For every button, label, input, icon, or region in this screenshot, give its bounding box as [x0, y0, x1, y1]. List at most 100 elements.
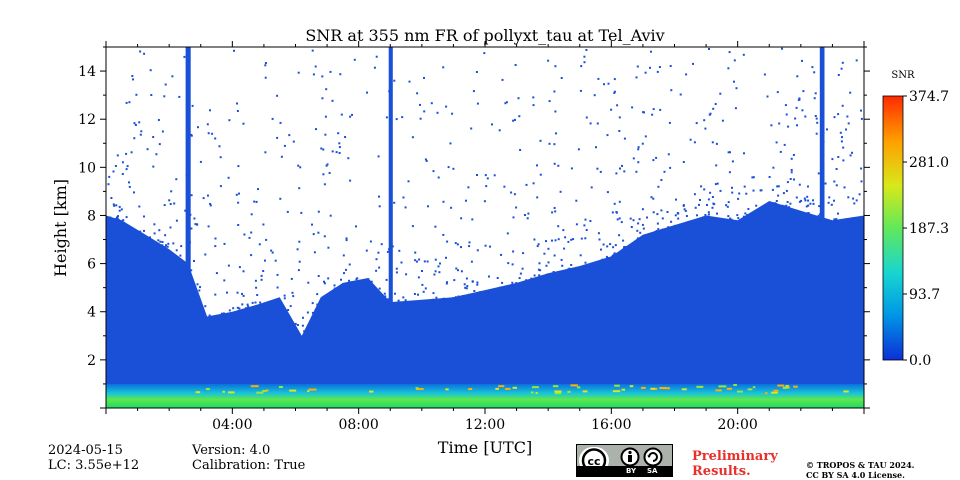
- noise-speck: [567, 240, 570, 243]
- hotspot: [445, 388, 449, 391]
- noise-speck: [618, 200, 621, 203]
- noise-speck: [795, 106, 798, 109]
- noise-speck: [140, 130, 143, 133]
- noise-speck: [830, 203, 833, 206]
- noise-speck: [423, 260, 426, 263]
- noise-speck: [132, 78, 134, 81]
- noise-speck: [602, 243, 605, 246]
- noise-speck: [117, 218, 120, 221]
- noise-speck: [472, 90, 475, 93]
- noise-speck: [585, 49, 588, 51]
- noise-speck: [348, 263, 351, 266]
- noise-speck: [613, 91, 616, 94]
- noise-speck: [483, 200, 486, 203]
- noise-speck: [353, 58, 356, 61]
- noise-speck: [623, 170, 626, 173]
- noise-speck: [476, 281, 479, 284]
- noise-speck: [849, 91, 852, 94]
- noise-speck: [503, 185, 506, 188]
- noise-speck: [652, 211, 655, 214]
- noise-speck: [801, 59, 803, 62]
- noise-speck: [521, 267, 524, 270]
- noise-speck: [193, 217, 196, 220]
- noise-speck: [184, 209, 187, 212]
- noise-speck: [812, 202, 815, 205]
- hotspot: [505, 387, 511, 390]
- noise-speck: [454, 242, 457, 245]
- noise-speck: [260, 274, 263, 277]
- noise-speck: [711, 206, 714, 209]
- noise-speck: [394, 292, 396, 295]
- noise-speck: [841, 61, 844, 64]
- noise-speck: [297, 164, 300, 167]
- noise-speck: [199, 286, 201, 289]
- full-column-band: [819, 47, 825, 408]
- noise-speck: [692, 62, 694, 65]
- noise-speck: [115, 204, 118, 207]
- noise-speck: [650, 196, 653, 199]
- x-tick-label: 04:00: [212, 417, 252, 433]
- noise-speck: [631, 106, 634, 109]
- noise-speck: [223, 279, 226, 282]
- noise-speck: [785, 204, 788, 207]
- cc-badge-strip: BY SA: [577, 466, 672, 476]
- noise-speck: [283, 297, 286, 300]
- noise-speck: [274, 259, 277, 262]
- noise-speck: [548, 142, 551, 145]
- noise-speck: [537, 243, 540, 246]
- noise-speck: [807, 185, 809, 188]
- noise-speck: [339, 73, 342, 76]
- hotspot: [612, 390, 621, 393]
- noise-speck: [419, 117, 422, 120]
- hotspot: [195, 391, 201, 394]
- noise-speck: [196, 223, 199, 226]
- noise-speck: [161, 241, 164, 243]
- noise-speck: [699, 199, 701, 201]
- noise-speck: [584, 261, 587, 264]
- noise-speck: [138, 121, 141, 124]
- x-tick-label: 20:00: [717, 417, 757, 433]
- noise-speck: [637, 146, 640, 149]
- noise-speck: [421, 283, 424, 286]
- noise-speck: [517, 97, 520, 100]
- colorbar-gradient: [882, 95, 904, 361]
- noise-speck: [279, 121, 282, 124]
- noise-speck: [434, 225, 437, 228]
- noise-speck: [499, 286, 502, 289]
- noise-speck: [809, 202, 812, 205]
- noise-speck: [248, 236, 251, 239]
- noise-speck: [236, 291, 239, 294]
- noise-speck: [666, 211, 669, 213]
- noise-speck: [303, 330, 306, 333]
- noise-speck: [164, 234, 167, 237]
- noise-speck: [612, 246, 615, 249]
- y-tick-label: 2: [87, 353, 96, 369]
- noise-speck: [411, 225, 414, 228]
- noise-speck: [618, 116, 621, 119]
- noise-speck: [430, 102, 433, 105]
- noise-speck: [812, 199, 814, 202]
- noise-speck: [416, 92, 419, 95]
- noise-speck: [298, 240, 301, 243]
- noise-speck: [242, 270, 245, 273]
- noise-speck: [579, 266, 582, 268]
- noise-speck: [703, 188, 706, 191]
- noise-speck: [325, 164, 328, 167]
- noise-speck: [271, 117, 274, 120]
- noise-speck: [546, 273, 549, 276]
- noise-speck: [446, 240, 449, 243]
- noise-speck: [419, 103, 421, 106]
- noise-speck: [570, 264, 573, 266]
- noise-speck: [300, 211, 303, 214]
- chart-title: SNR at 355 nm FR of pollyxt_tau at Tel_A…: [305, 26, 664, 45]
- noise-speck: [743, 217, 745, 219]
- noise-speck: [413, 293, 416, 295]
- noise-speck: [297, 71, 300, 74]
- noise-speck: [202, 197, 205, 200]
- noise-speck: [814, 115, 817, 117]
- noise-speck: [842, 159, 845, 162]
- noise-speck: [807, 204, 810, 207]
- noise-speck: [562, 229, 565, 232]
- noise-speck: [537, 268, 540, 271]
- noise-speck: [153, 232, 156, 235]
